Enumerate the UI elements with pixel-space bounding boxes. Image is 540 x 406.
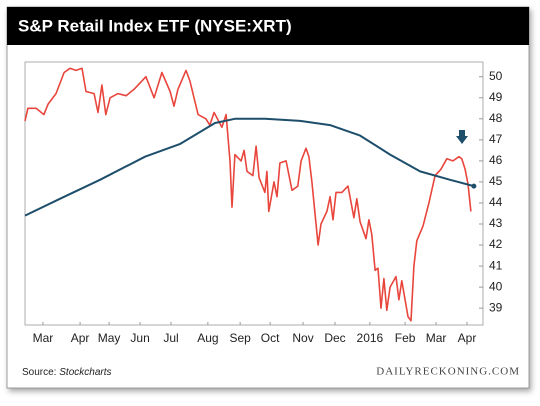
y-tick-label: 47 xyxy=(489,132,503,146)
title-bar xyxy=(7,7,529,45)
y-tick-label: 50 xyxy=(489,69,503,83)
y-tick-label: 42 xyxy=(489,237,503,251)
x-tick-label: May xyxy=(98,331,121,345)
x-tick-label: Jun xyxy=(130,331,149,345)
series-line xyxy=(24,117,475,217)
x-tick-label: Apr xyxy=(71,331,90,345)
x-tick-label: Mar xyxy=(426,331,447,345)
x-tick-label: Sep xyxy=(229,331,251,345)
series-line xyxy=(24,67,472,322)
x-tick-label: Oct xyxy=(261,331,280,345)
arrow-stem xyxy=(459,130,465,136)
y-tick-label: 43 xyxy=(489,216,503,230)
plot-area xyxy=(24,61,484,326)
source-label: Source: xyxy=(22,367,56,378)
x-tick-label: Jul xyxy=(163,331,178,345)
y-tick-label: 49 xyxy=(489,90,503,104)
source: Source: Stockcharts xyxy=(22,367,112,378)
y-tick-label: 44 xyxy=(489,195,503,209)
x-tick-label: Nov xyxy=(292,331,313,345)
y-tick-label: 46 xyxy=(489,153,503,167)
x-tick-label: Apr xyxy=(458,331,477,345)
x-tick-label: Feb xyxy=(395,331,416,345)
y-tick-label: 39 xyxy=(489,300,503,314)
y-tick-label: 45 xyxy=(489,174,503,188)
source-name: Stockcharts xyxy=(59,367,111,378)
brand: DAILYRECKONING.COM xyxy=(376,366,520,378)
arrow-marker xyxy=(456,136,468,144)
x-tick-label: Dec xyxy=(324,331,345,345)
x-tick-label: Mar xyxy=(33,331,54,345)
end-dot xyxy=(471,183,477,189)
y-tick-label: 48 xyxy=(489,111,503,125)
chart-title: S&P Retail Index ETF (NYSE:XRT) xyxy=(18,16,292,35)
x-tick-label: Aug xyxy=(197,331,218,345)
y-tick-label: 41 xyxy=(489,258,503,272)
x-tick-label: 2016 xyxy=(357,331,384,345)
y-tick-label: 40 xyxy=(489,279,503,293)
